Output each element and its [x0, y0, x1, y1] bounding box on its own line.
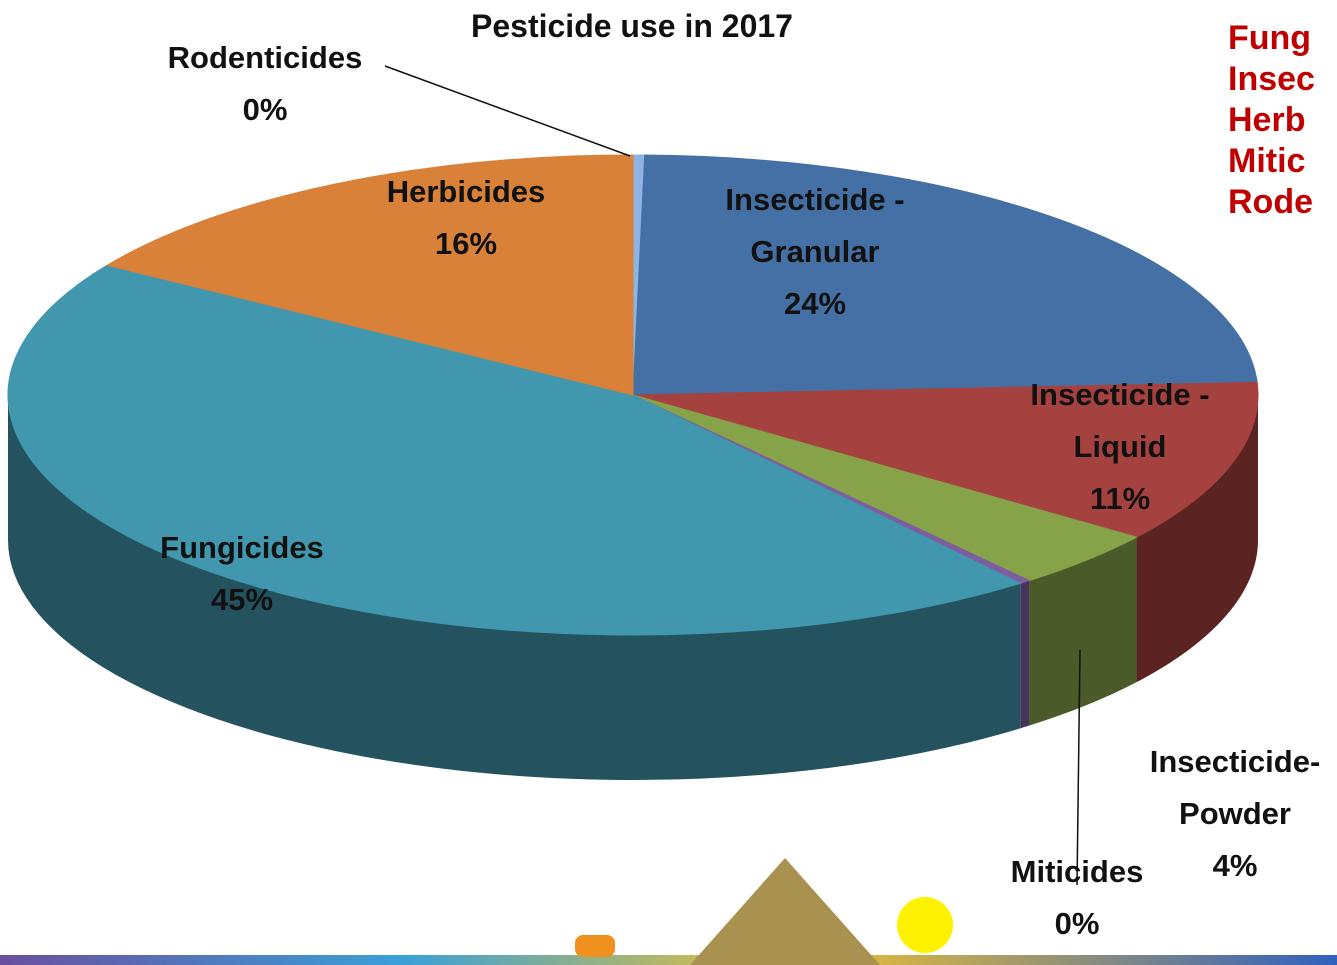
- legend-text: Fung: [1228, 19, 1312, 57]
- slice-side: [1020, 580, 1030, 729]
- slice-side: [1136, 395, 1258, 683]
- slice-label: Insecticide- Powder 4%: [1110, 736, 1337, 892]
- category-label: Miticides: [1010, 854, 1144, 889]
- legend-text: Mitic: [1228, 142, 1306, 180]
- category-label: Fungicides: [160, 530, 324, 565]
- value-label: 0%: [1054, 906, 1100, 941]
- chart-title: Pesticide use in 2017: [471, 8, 793, 44]
- category-label: Insecticide - Granular: [725, 182, 905, 269]
- legend-text: Herb: [1228, 101, 1306, 139]
- category-label: Herbicides: [386, 174, 546, 209]
- value-label: 24%: [783, 286, 847, 321]
- category-label: Insecticide - Liquid: [1030, 377, 1210, 464]
- value-label: 4%: [1212, 848, 1258, 883]
- triangle-icon: [690, 858, 880, 965]
- slice-label: Insecticide - Liquid 11%: [995, 369, 1245, 525]
- value-label: 16%: [434, 226, 498, 261]
- slice-label: Herbicides 16%: [341, 166, 591, 270]
- bottom-band: [0, 955, 1337, 965]
- slice-side: [1029, 537, 1137, 726]
- decoration: [0, 858, 1337, 965]
- slice: [632, 381, 1259, 538]
- category-label: Rodenticides: [167, 40, 363, 75]
- slice: [632, 154, 1258, 396]
- slice-label: Insecticide - Granular 24%: [690, 174, 940, 330]
- slice-label: Fungicides 45%: [117, 522, 367, 626]
- value-label: 0%: [242, 92, 288, 127]
- pie: [7, 154, 1259, 780]
- value-label: 11%: [1089, 481, 1151, 516]
- category-label: Insecticide- Powder: [1149, 744, 1321, 831]
- legend-text: Rode: [1228, 183, 1313, 221]
- slice-side: [8, 395, 1021, 780]
- sun-icon: [897, 897, 953, 953]
- value-label: 45%: [210, 582, 274, 617]
- legend-text: Insec: [1228, 60, 1315, 98]
- cropped-legend: Fung Insec Herb Mitic Rode: [1228, 18, 1315, 223]
- slice: [106, 154, 634, 396]
- slice: [7, 264, 1022, 636]
- pot-icon: [575, 935, 615, 957]
- leader-line: [1076, 649, 1081, 886]
- slice-label: Miticides 0%: [952, 846, 1202, 950]
- slice-label: Rodenticides 0%: [140, 32, 390, 136]
- leader-line: [384, 65, 631, 157]
